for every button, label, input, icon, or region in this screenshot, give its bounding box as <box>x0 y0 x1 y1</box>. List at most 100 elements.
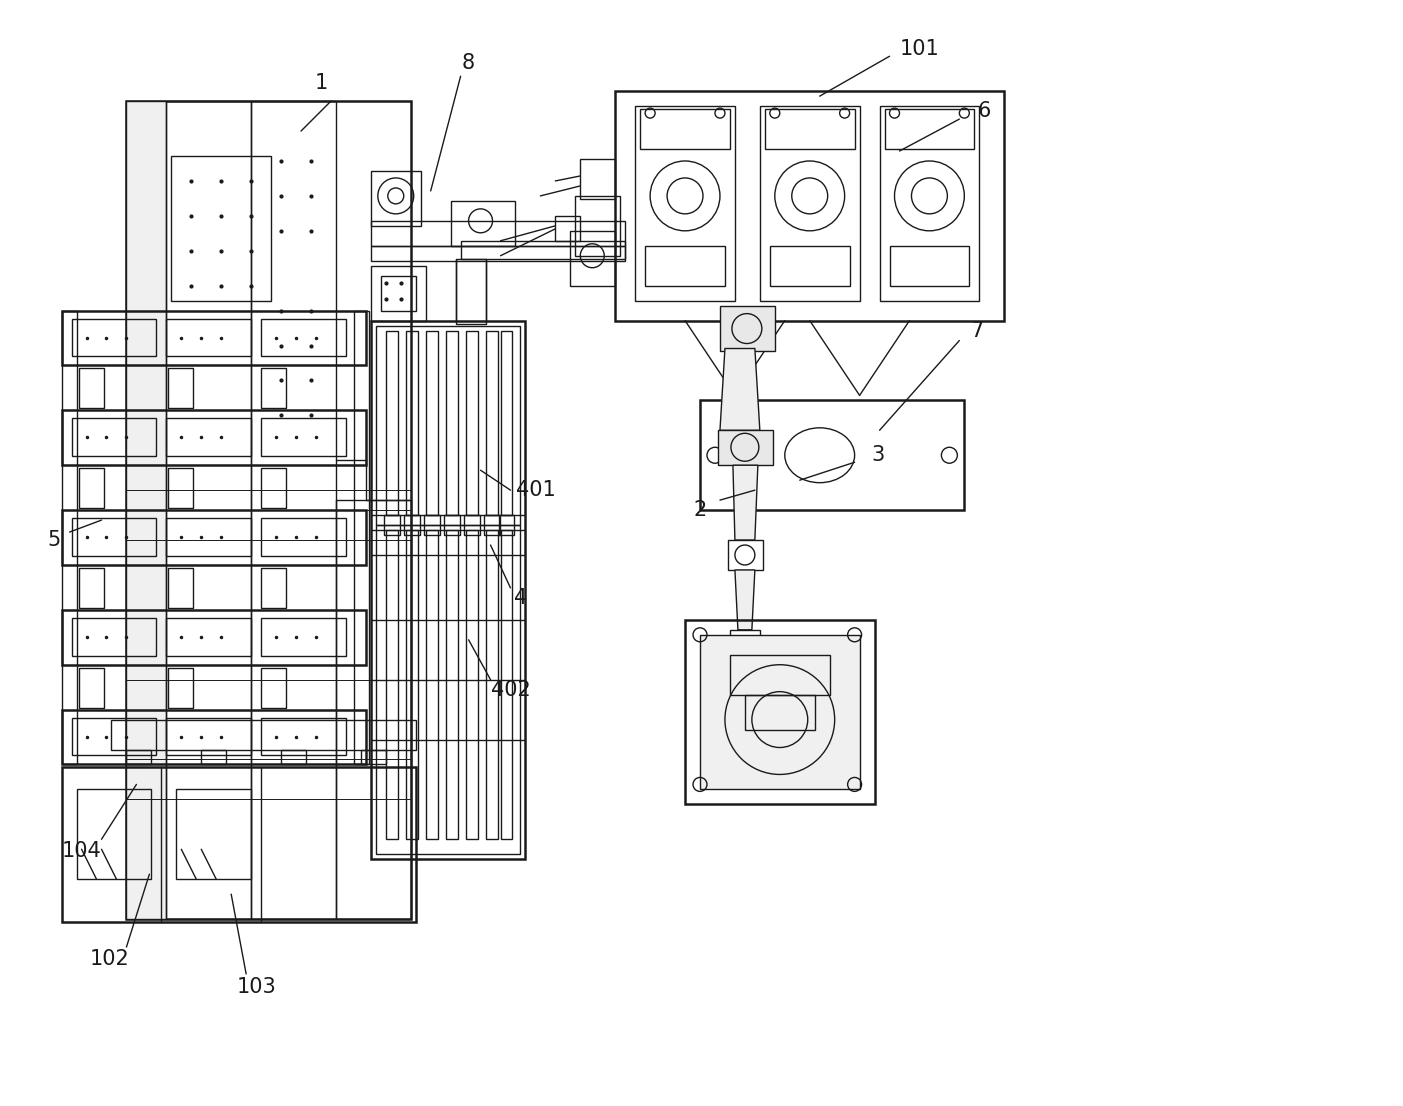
Bar <box>575 196 620 255</box>
Bar <box>354 311 369 764</box>
Bar <box>171 156 271 301</box>
Text: 6: 6 <box>978 101 991 122</box>
Bar <box>501 530 512 839</box>
Text: 8: 8 <box>462 53 476 73</box>
Text: 402: 402 <box>491 680 530 700</box>
Bar <box>77 790 152 879</box>
Bar <box>167 319 251 356</box>
Bar <box>261 718 347 755</box>
Bar <box>556 216 581 241</box>
Bar <box>126 750 152 764</box>
Bar <box>720 305 774 351</box>
Bar <box>501 331 512 515</box>
Bar <box>640 109 730 149</box>
Bar <box>456 259 485 324</box>
Bar <box>728 540 763 570</box>
Bar <box>370 171 421 226</box>
Bar <box>167 418 251 457</box>
Bar <box>72 418 156 457</box>
Bar <box>167 618 251 656</box>
Bar <box>261 468 286 508</box>
Bar <box>424 515 439 535</box>
Bar <box>79 668 104 708</box>
Bar <box>261 368 286 408</box>
Text: 1: 1 <box>314 73 327 93</box>
Bar <box>79 568 104 608</box>
Bar <box>376 325 521 525</box>
Bar <box>261 418 347 457</box>
Bar <box>765 109 854 149</box>
Bar <box>376 525 521 854</box>
Bar <box>405 331 418 515</box>
Bar <box>466 331 477 515</box>
Bar <box>370 246 626 261</box>
Bar <box>261 518 347 556</box>
Bar <box>261 319 347 356</box>
Bar <box>79 368 104 408</box>
Polygon shape <box>732 466 758 540</box>
Bar <box>380 275 415 311</box>
Bar <box>730 629 760 655</box>
Text: 2: 2 <box>693 500 707 520</box>
Bar <box>177 790 251 879</box>
Bar <box>167 101 251 919</box>
Bar <box>72 718 156 755</box>
Bar <box>62 311 366 365</box>
Text: 103: 103 <box>236 977 276 997</box>
Bar <box>126 101 167 919</box>
Text: 102: 102 <box>90 949 129 969</box>
Text: 104: 104 <box>62 842 101 862</box>
Bar <box>126 101 411 919</box>
Bar <box>484 515 499 535</box>
Bar <box>384 515 400 535</box>
Bar <box>79 468 104 508</box>
Bar <box>485 530 498 839</box>
Bar <box>460 241 626 259</box>
Bar <box>361 750 386 764</box>
Bar <box>370 265 425 321</box>
Bar <box>425 331 438 515</box>
Bar <box>485 331 498 515</box>
Bar <box>446 331 457 515</box>
Bar <box>168 668 194 708</box>
Text: 5: 5 <box>48 530 60 550</box>
Text: 4: 4 <box>513 588 528 608</box>
Bar <box>450 201 515 246</box>
Bar <box>167 518 251 556</box>
Bar <box>405 530 418 839</box>
Bar <box>884 109 974 149</box>
Bar <box>386 331 398 515</box>
Bar <box>261 618 347 656</box>
Bar <box>111 720 415 750</box>
Bar <box>335 500 411 919</box>
Bar <box>616 91 1005 321</box>
Bar <box>700 400 964 510</box>
Bar <box>571 231 616 285</box>
Bar <box>880 106 979 301</box>
Bar <box>251 101 335 919</box>
Text: 7: 7 <box>971 321 984 341</box>
Bar <box>168 468 194 508</box>
Bar <box>370 221 626 246</box>
Polygon shape <box>735 570 755 629</box>
Bar <box>281 750 306 764</box>
Text: 401: 401 <box>515 480 556 500</box>
Bar <box>718 430 773 466</box>
Bar <box>645 246 725 285</box>
Bar <box>261 568 286 608</box>
Bar <box>168 368 194 408</box>
Bar <box>425 530 438 839</box>
Bar <box>443 515 460 535</box>
Bar <box>62 710 366 764</box>
Bar <box>72 518 156 556</box>
Bar <box>168 568 194 608</box>
Bar <box>62 311 77 764</box>
Bar <box>890 246 969 285</box>
Bar <box>700 635 860 790</box>
Bar <box>685 619 874 804</box>
Bar <box>72 319 156 356</box>
Bar <box>62 609 366 665</box>
Bar <box>770 246 850 285</box>
Bar <box>730 655 829 695</box>
Bar <box>498 515 515 535</box>
